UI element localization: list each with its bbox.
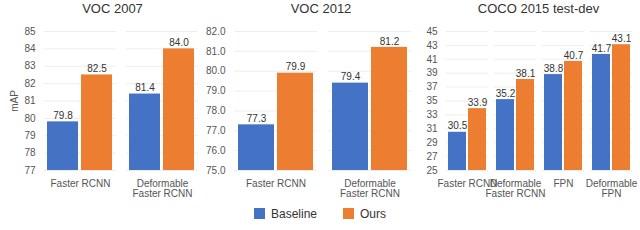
html-text:VOC 2007: VOC 2007 [82,1,143,16]
svg-text:81: 81 [24,95,36,106]
svg-text:79: 79 [24,130,36,141]
svg-text:76.0: 76.0 [206,145,226,156]
svg-text:DeformableFaster RCNN: DeformableFaster RCNN [485,178,545,199]
svg-text:33.9: 33.9 [468,97,488,108]
svg-text:39: 39 [426,67,438,78]
svg-text:83: 83 [24,60,36,71]
html-text:VOC 2012: VOC 2012 [290,1,352,16]
svg-text:29: 29 [426,137,438,148]
svg-text:84.0: 84.0 [169,37,189,48]
svg-text:25: 25 [426,165,438,176]
svg-text:82: 82 [24,78,36,89]
svg-text:84: 84 [24,43,36,54]
svg-text:82.0: 82.0 [206,26,226,37]
svg-text:DeformableFPN: DeformableFPN [586,178,638,199]
svg-text:43.1: 43.1 [612,33,632,44]
svg-text:38.8: 38.8 [544,63,564,74]
svg-text:33: 33 [426,109,438,120]
svg-text:79.0: 79.0 [206,85,226,96]
svg-text:41.7: 41.7 [592,43,612,54]
svg-text:80: 80 [24,113,36,124]
svg-text:79.9: 79.9 [286,61,306,72]
svg-text:37: 37 [426,81,438,92]
svg-text:80.0: 80.0 [206,65,226,76]
svg-text:77: 77 [24,165,36,176]
svg-text:82.5: 82.5 [87,63,107,74]
html-text:Baseline: Baseline [271,207,317,221]
svg-text:Faster RCNN: Faster RCNN [246,178,306,189]
svg-text:DeformableFaster RCNN: DeformableFaster RCNN [340,178,400,199]
svg-text:78.0: 78.0 [206,105,226,116]
svg-text:27: 27 [426,151,438,162]
svg-text:81.2: 81.2 [380,36,400,47]
svg-text:77.3: 77.3 [247,113,267,124]
svg-text:FPN: FPN [554,178,574,189]
svg-text:mAP: mAP [9,90,20,112]
svg-text:38.1: 38.1 [516,68,536,79]
svg-text:40.7: 40.7 [564,50,584,61]
svg-text:79.4: 79.4 [341,71,361,82]
svg-text:31: 31 [426,123,438,134]
svg-text:85: 85 [24,26,36,37]
svg-text:75.0: 75.0 [206,165,226,176]
svg-text:45: 45 [426,26,438,37]
svg-text:79.8: 79.8 [53,110,73,121]
svg-text:41: 41 [426,54,438,65]
svg-text:77.0: 77.0 [206,125,226,136]
html-text:Ours: Ours [360,207,386,221]
svg-text:Faster RCNN: Faster RCNN [50,178,110,189]
svg-text:78: 78 [24,147,36,158]
svg-text:35.2: 35.2 [496,88,516,99]
html-text:COCO 2015 test-dev: COCO 2015 test-dev [477,1,600,16]
svg-text:81.0: 81.0 [206,46,226,57]
svg-text:81.4: 81.4 [135,82,155,93]
svg-text:43: 43 [426,40,438,51]
svg-text:35: 35 [426,95,438,106]
svg-text:30.5: 30.5 [448,120,468,131]
svg-text:DeformableFaster RCNN: DeformableFaster RCNN [132,178,192,199]
svg-text:Faster RCNN: Faster RCNN [437,177,498,189]
